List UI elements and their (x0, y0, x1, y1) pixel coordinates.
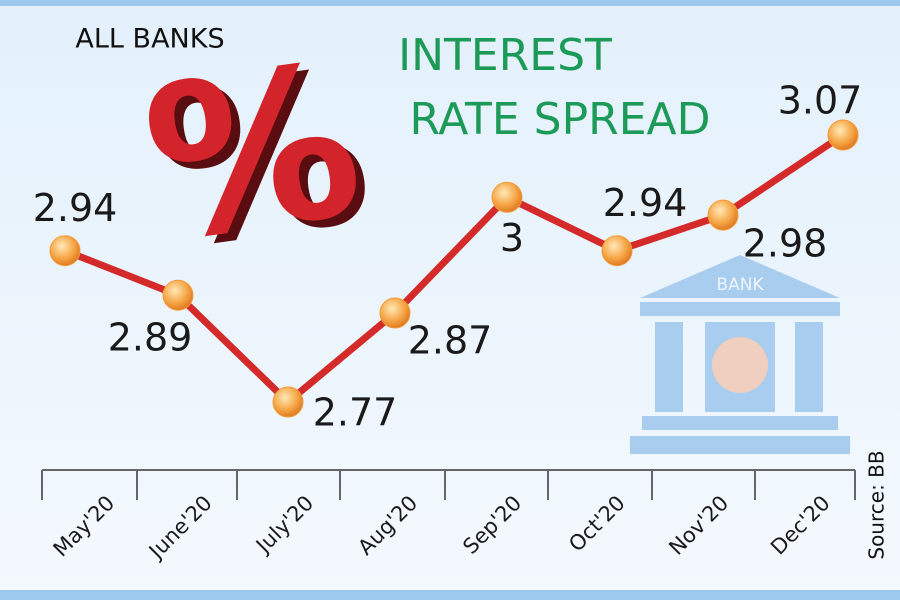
line (63, 132, 845, 406)
data-label: 2.87 (408, 319, 493, 363)
kicker: ALL BANKS (75, 24, 224, 55)
bank-column (655, 322, 683, 412)
marker (601, 235, 633, 267)
data-label: 3 (500, 216, 524, 260)
bottom-border (0, 590, 900, 600)
bank-column (795, 322, 823, 412)
marker (272, 386, 304, 418)
data-label: 2.94 (33, 186, 118, 230)
percent-shadow: % (141, 24, 383, 296)
bank-icon (630, 255, 850, 454)
marker (827, 119, 859, 151)
marker (491, 181, 523, 213)
title: INTEREST (398, 30, 612, 81)
marker (49, 235, 81, 267)
data-label: 2.77 (313, 391, 398, 435)
marker (162, 279, 194, 311)
top-border (0, 0, 900, 6)
data-label: 2.94 (603, 181, 688, 225)
bank-beam (640, 302, 840, 316)
marker (707, 199, 739, 231)
data-label: 3.07 (778, 79, 863, 123)
title: RATE SPREAD (410, 94, 711, 145)
marker (379, 297, 411, 329)
bank-base (630, 436, 850, 454)
bank-coin (712, 337, 768, 393)
bank-base (642, 416, 838, 430)
data-label: 2.89 (108, 316, 193, 360)
icon-label: BANK (716, 275, 764, 295)
data-label: 2.98 (743, 222, 828, 266)
bank-roof (640, 255, 840, 298)
source: Source: BB (865, 450, 889, 559)
percent-symbol: % (132, 17, 374, 289)
